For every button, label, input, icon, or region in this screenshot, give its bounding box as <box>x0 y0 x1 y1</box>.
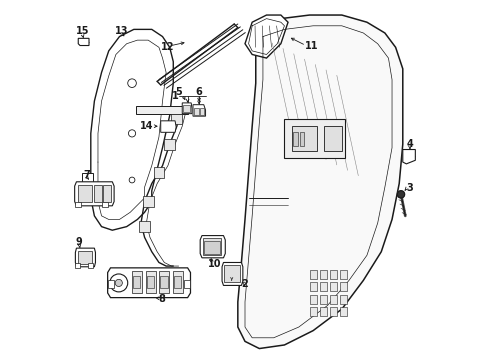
Bar <box>340 307 347 316</box>
Polygon shape <box>193 105 205 116</box>
Circle shape <box>110 274 128 292</box>
Bar <box>147 276 154 288</box>
Bar <box>132 271 142 293</box>
Bar <box>77 251 92 264</box>
Circle shape <box>115 279 122 287</box>
Bar <box>319 282 327 291</box>
Bar <box>146 271 156 293</box>
Bar <box>184 280 191 288</box>
Polygon shape <box>78 39 89 45</box>
Bar <box>330 307 337 316</box>
Bar <box>153 167 164 178</box>
Text: 10: 10 <box>208 259 221 269</box>
Polygon shape <box>91 30 173 230</box>
Bar <box>78 185 92 202</box>
Bar <box>74 202 81 207</box>
Bar <box>340 270 347 279</box>
Bar <box>183 105 190 112</box>
Bar <box>310 307 317 316</box>
Text: 13: 13 <box>115 26 128 36</box>
Bar <box>203 238 221 255</box>
Circle shape <box>397 191 405 198</box>
Bar <box>88 263 93 267</box>
Polygon shape <box>161 121 176 132</box>
Text: 9: 9 <box>76 237 83 247</box>
Text: 7: 7 <box>83 170 90 180</box>
Bar <box>75 263 80 267</box>
Bar <box>101 202 108 207</box>
Bar <box>310 295 317 304</box>
Text: 4: 4 <box>407 139 414 149</box>
Bar <box>194 108 199 115</box>
Bar <box>294 132 298 146</box>
Text: 5: 5 <box>175 87 182 97</box>
Bar <box>95 185 101 202</box>
Bar <box>108 280 114 288</box>
Polygon shape <box>403 149 416 164</box>
Text: 8: 8 <box>158 294 165 304</box>
Polygon shape <box>182 103 192 114</box>
Bar <box>103 185 111 202</box>
Bar <box>136 106 188 114</box>
Bar <box>330 295 337 304</box>
Text: 1: 1 <box>172 91 178 101</box>
Polygon shape <box>238 15 403 348</box>
Bar <box>172 114 182 125</box>
Polygon shape <box>245 15 288 58</box>
Bar <box>82 173 93 187</box>
Bar <box>330 270 337 279</box>
Polygon shape <box>108 268 191 298</box>
Bar <box>310 270 317 279</box>
Bar <box>319 295 327 304</box>
Bar <box>319 307 327 316</box>
Polygon shape <box>222 262 243 285</box>
Bar <box>174 276 181 288</box>
Text: 6: 6 <box>196 87 202 97</box>
Text: 14: 14 <box>140 121 153 131</box>
Bar <box>133 276 140 288</box>
Bar <box>139 221 150 232</box>
Polygon shape <box>200 235 225 258</box>
Bar <box>292 126 317 151</box>
Bar <box>340 282 347 291</box>
Bar <box>340 295 347 304</box>
Bar <box>143 196 153 207</box>
Bar <box>324 126 342 151</box>
Polygon shape <box>74 182 114 206</box>
Bar <box>285 119 345 158</box>
Bar <box>330 282 337 291</box>
Polygon shape <box>75 248 96 267</box>
Bar <box>319 270 327 279</box>
Text: 3: 3 <box>407 183 414 193</box>
Bar <box>164 139 175 149</box>
Bar <box>200 108 204 115</box>
Text: 15: 15 <box>75 26 89 36</box>
Text: 12: 12 <box>161 42 174 52</box>
Bar <box>204 241 220 253</box>
Bar <box>224 265 240 282</box>
Bar <box>310 282 317 291</box>
Bar <box>300 132 304 146</box>
Bar <box>159 271 170 293</box>
Bar <box>160 276 168 288</box>
Text: 11: 11 <box>305 41 318 50</box>
Bar <box>173 271 183 293</box>
Text: 2: 2 <box>242 279 248 289</box>
